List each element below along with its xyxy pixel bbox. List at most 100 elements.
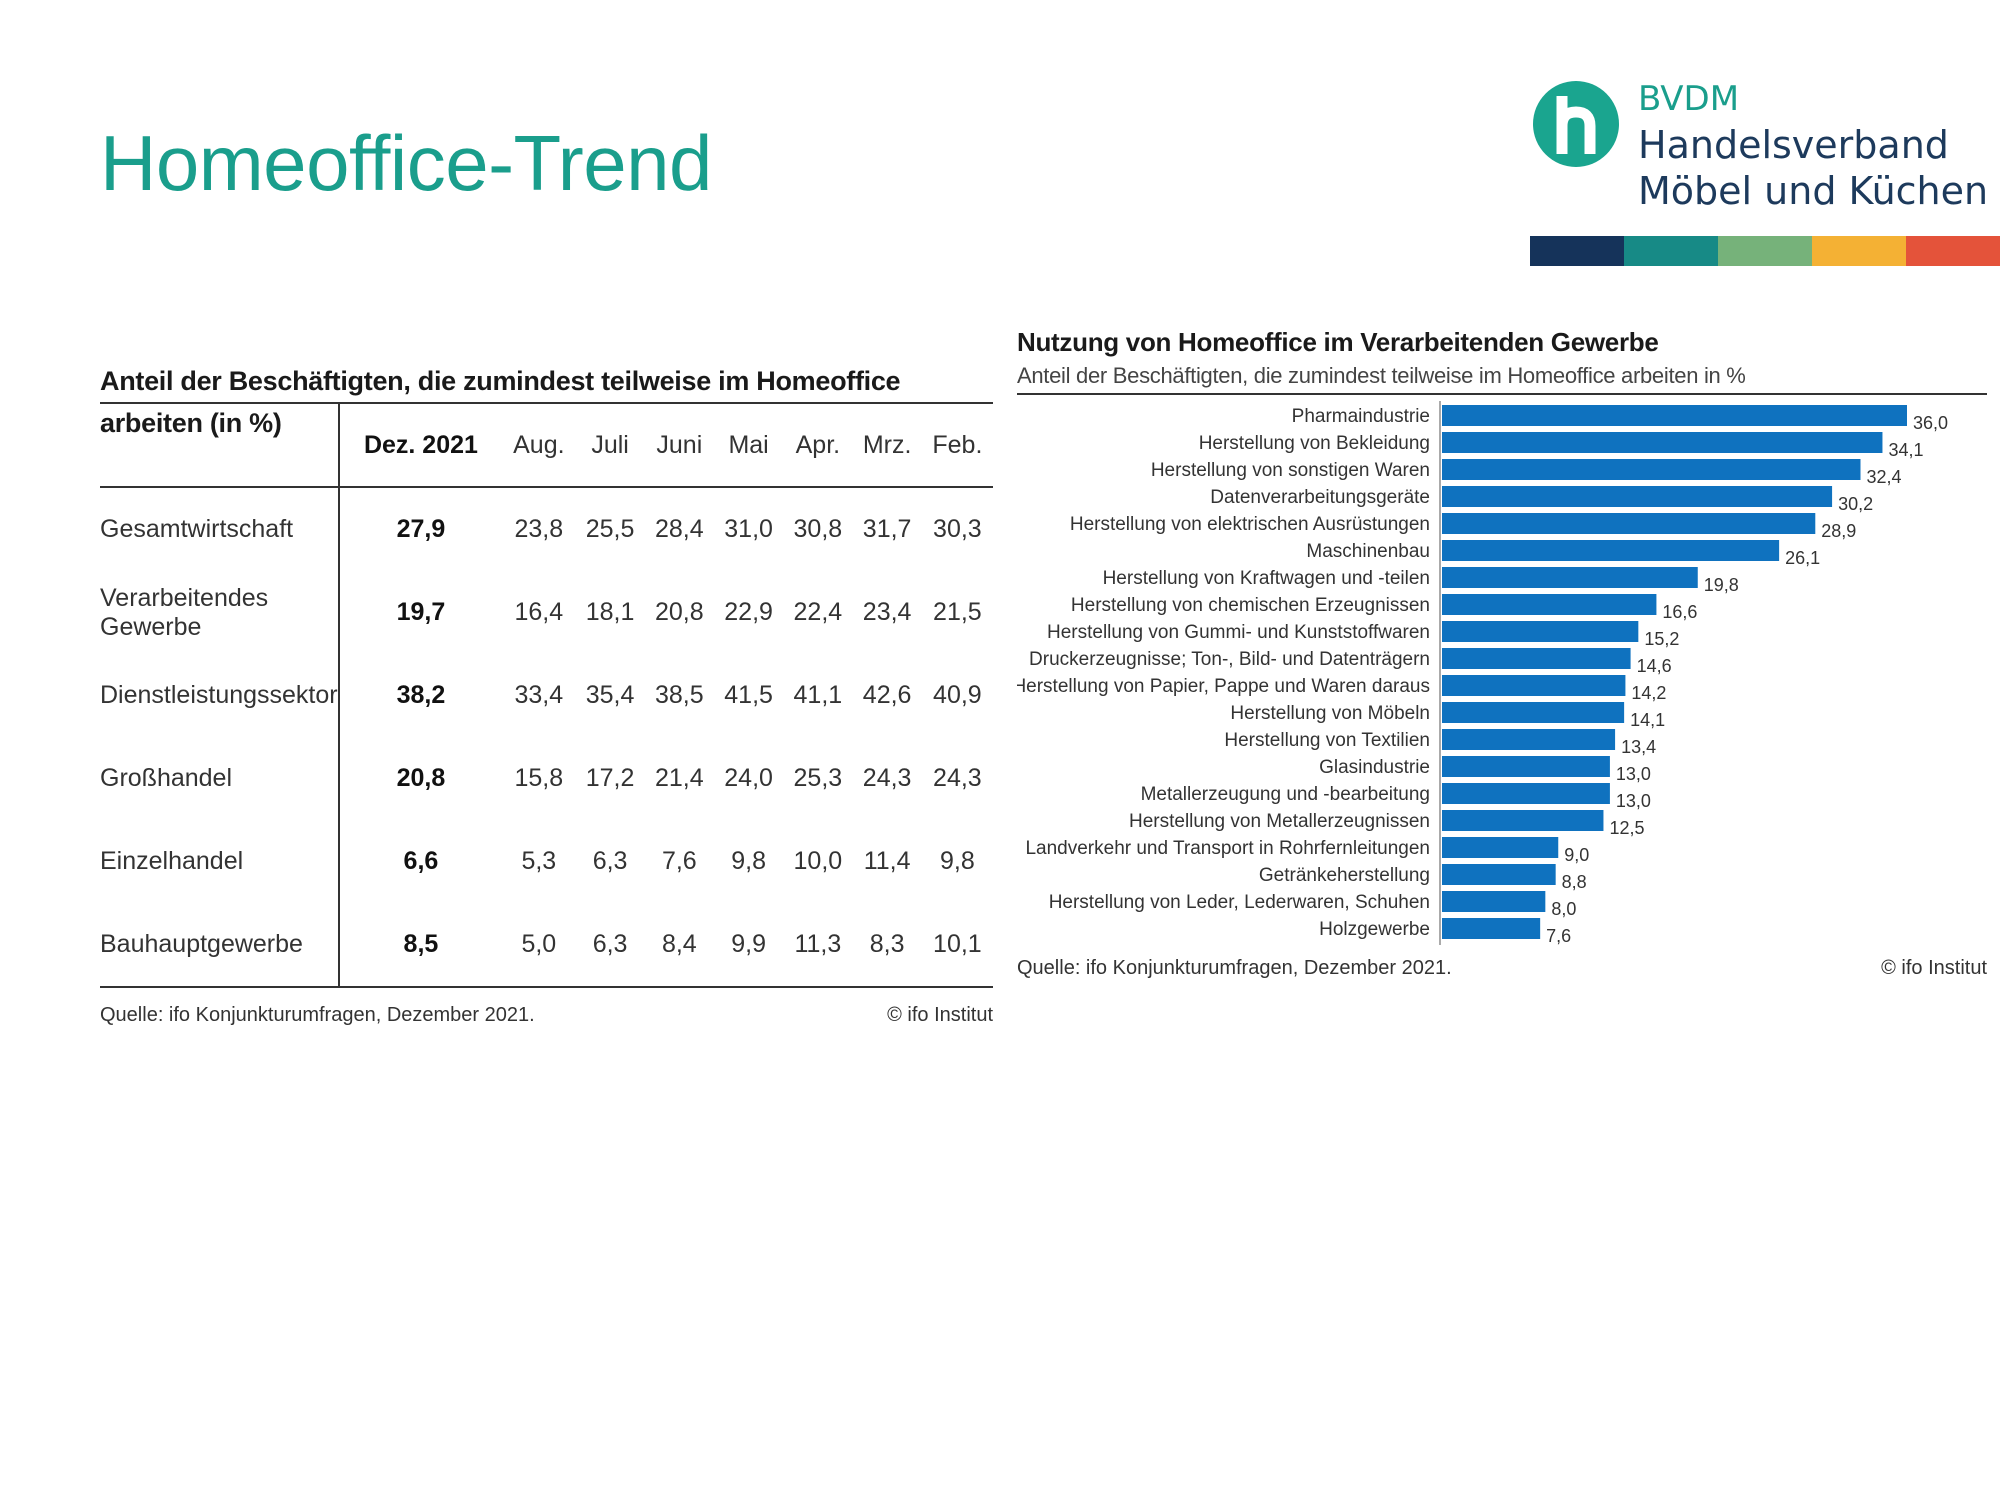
table-cell: 20,8 <box>396 764 446 792</box>
bar <box>1442 432 1883 453</box>
homeoffice-table-block: Anteil der Beschäftigten, die zumindest … <box>100 360 993 1030</box>
table-cell: 41,1 <box>793 681 843 709</box>
table-cell: 24,0 <box>724 764 773 792</box>
table-cell: 9,8 <box>940 847 975 875</box>
logo-stripe-2 <box>1624 236 1718 266</box>
logo-stripe-4 <box>1812 236 1906 266</box>
table-cell: 38,2 <box>396 681 446 709</box>
bar <box>1442 702 1625 723</box>
table-cell: 33,4 <box>514 681 564 709</box>
bar-value-label: 12,5 <box>1609 818 1644 838</box>
column-header: Dez. 2021 <box>338 404 503 488</box>
bar-value-label: 26,1 <box>1785 548 1820 568</box>
category-label: Herstellung von Textilien <box>1224 730 1430 751</box>
category-label: Herstellung von Papier, Pappe und Waren … <box>1017 676 1430 697</box>
bar <box>1442 405 1907 426</box>
table-cell: 16,4 <box>514 598 564 626</box>
table-cell: 10,1 <box>921 903 993 988</box>
table-cell: 15,8 <box>514 764 564 792</box>
table-cell: 21,5 <box>933 598 982 626</box>
bar-value-label: 19,8 <box>1704 575 1739 595</box>
bar <box>1442 675 1626 696</box>
table-header-empty <box>100 404 340 488</box>
table-cell: 21,4 <box>655 764 704 792</box>
category-label: Herstellung von Leder, Lederwaren, Schuh… <box>1049 892 1430 913</box>
table-cell: 31,0 <box>724 515 773 543</box>
column-header: Apr. <box>783 404 853 488</box>
table-cell: 25,5 <box>585 515 635 543</box>
bar <box>1442 567 1698 588</box>
row-label: Dienstleistungssektor <box>100 654 340 737</box>
table-cell: 22,9 <box>724 598 773 626</box>
table-cell: 24,3 <box>933 764 982 792</box>
bar <box>1442 621 1639 642</box>
table-row: Verarbeitendes Gewerbe 19,7 16,4 18,1 20,8 22… <box>100 571 993 654</box>
table-row: Dienstleistungssektor 38,2 33,4 35,4 38,5 41,… <box>100 654 993 737</box>
table-row: Großhandel 20,8 15,8 17,2 21,4 24,0 25,3 24,3 24… <box>100 737 993 820</box>
category-label: Metallerzeugung und -bearbeitung <box>1141 784 1430 805</box>
table-cell: 23,4 <box>862 598 912 626</box>
bar-value-label: 30,2 <box>1838 494 1873 514</box>
bar <box>1442 648 1631 669</box>
table-row: Einzelhandel 6,6 5,3 6,3 7,6 9,8 10,0 11,4 9,8 <box>100 820 993 903</box>
bar <box>1442 810 1604 831</box>
table-copyright: © ifo Institut <box>887 1004 993 1026</box>
table-cell: 8,4 <box>644 903 714 988</box>
table-cell: 30,8 <box>793 515 843 543</box>
table-header-row: Dez. 2021 Aug. Juli Juni Mai Apr. Mrz. Feb. <box>100 404 993 488</box>
row-label: Gesamtwirtschaft <box>100 487 340 571</box>
table-caption: Anteil der Beschäftigten, die zumindest … <box>100 360 993 438</box>
page-title: Homeoffice-Trend <box>100 119 712 207</box>
table-cell: 38,5 <box>655 681 704 709</box>
color-stripe-bar <box>1530 236 2000 266</box>
bar-value-label: 13,0 <box>1616 791 1651 811</box>
category-label: Maschinenbau <box>1306 541 1430 562</box>
category-label: Herstellung von elektrischen Ausrüstunge… <box>1070 514 1430 535</box>
table-cell: 5,3 <box>521 847 557 875</box>
row-label: Verarbeitendes Gewerbe <box>100 571 340 654</box>
chart-title: Nutzung von Homeoffice im Verarbeitenden… <box>1017 327 1659 357</box>
bar-value-label: 14,6 <box>1637 656 1672 676</box>
homeoffice-table: Dez. 2021 Aug. Juli Juni Mai Apr. Mrz. Feb. Ges… <box>100 404 993 988</box>
logo-line-1: BVDM <box>1638 79 1740 119</box>
table-cell: 30,3 <box>933 515 982 543</box>
table-cell: 9,8 <box>731 847 766 875</box>
bar-value-label: 8,8 <box>1562 872 1587 892</box>
table-cell: 19,7 <box>396 598 446 626</box>
table-footer: Quelle: ifo Konjunkturumfragen, Dezember… <box>100 1004 993 1027</box>
table-cell: 8,3 <box>852 903 922 988</box>
category-label: Herstellung von Bekleidung <box>1199 433 1430 454</box>
bar-value-label: 13,0 <box>1616 764 1651 784</box>
category-label: Herstellung von chemischen Erzeugnissen <box>1071 595 1430 616</box>
category-label: Datenverarbeitungsgeräte <box>1210 487 1430 508</box>
bar-value-label: 34,1 <box>1888 440 1923 460</box>
column-header: Aug. <box>502 404 576 488</box>
logo-line-2: Handelsverband <box>1638 123 1949 167</box>
bar-value-label: 14,2 <box>1631 683 1666 703</box>
h-letter-logo-icon <box>1533 81 1619 167</box>
table-cell: 18,1 <box>585 598 635 626</box>
table-row: Bauhauptgewerbe 8,5 5,0 6,3 8,4 9,9 11,3 8,3 10,… <box>100 903 993 988</box>
bar <box>1442 486 1833 507</box>
bar <box>1442 513 1816 534</box>
bar-value-label: 16,6 <box>1662 602 1697 622</box>
table-cell: 6,6 <box>403 847 439 875</box>
table-cell: 42,6 <box>862 681 912 709</box>
table-cell: 5,0 <box>502 903 576 988</box>
category-label: Getränkeherstellung <box>1259 865 1430 886</box>
table-cell: 22,4 <box>793 598 843 626</box>
table-cell: 7,6 <box>661 847 697 875</box>
category-label: Holzgewerbe <box>1319 919 1430 940</box>
bar <box>1442 864 1556 885</box>
table-cell: 31,7 <box>862 515 912 543</box>
table-cell: 41,5 <box>724 681 773 709</box>
category-label: Glasindustrie <box>1319 757 1430 778</box>
bar-value-label: 15,2 <box>1644 629 1679 649</box>
logo-stripe-5 <box>1906 236 2000 266</box>
bar <box>1442 837 1559 858</box>
category-label: Landverkehr und Transport in Rohrfernlei… <box>1025 838 1430 859</box>
category-label: Herstellung von sonstigen Waren <box>1151 460 1430 481</box>
bar <box>1442 756 1610 777</box>
chart-copyright: © ifo Institut <box>1881 957 1987 979</box>
category-label: Herstellung von Gummi- und Kunststoffwar… <box>1047 622 1430 643</box>
